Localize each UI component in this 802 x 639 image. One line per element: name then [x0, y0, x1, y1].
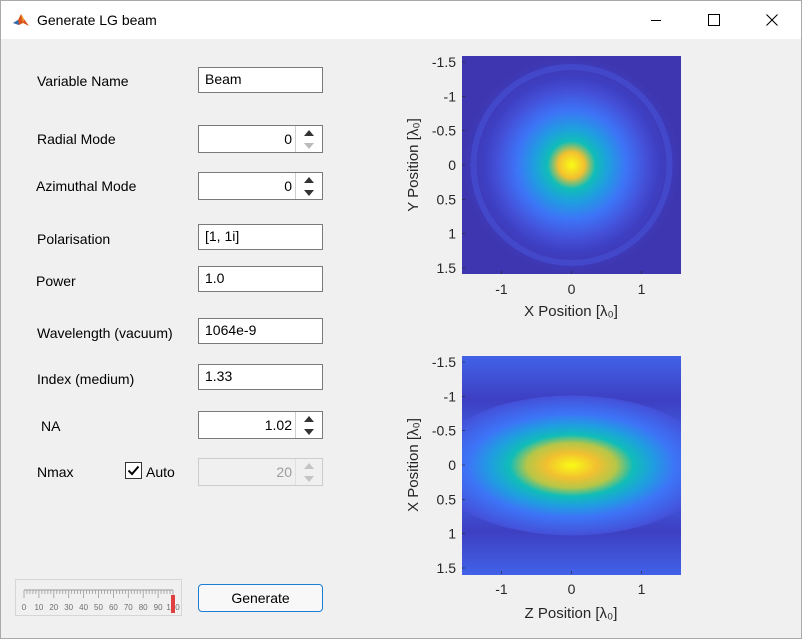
slider-thumb[interactable]: [171, 595, 175, 613]
slider-tick-label: 70: [124, 603, 133, 612]
xy-outer-ring: [470, 64, 673, 266]
radial-mode-decrement-button[interactable]: [296, 139, 322, 152]
xz-x-tick-label: -1: [495, 581, 508, 597]
xz-intensity-plot: -1.5-1-0.500.511.5 -1 0 1 Z Position [λ₀] …: [405, 354, 681, 622]
slider-tick-label: 20: [49, 603, 58, 612]
caret-down-icon: [304, 189, 314, 196]
xy-y-axis-label: Y Position [λ₀]: [405, 118, 422, 212]
na-spinner[interactable]: 1.02: [198, 411, 323, 439]
xz-x-axis-label: Z Position [λ₀]: [525, 605, 618, 622]
slider-tick-label: 10: [34, 603, 43, 612]
title-bar: Generate LG beam: [1, 1, 801, 39]
caret-up-icon: [304, 176, 314, 183]
xy-y-tick-label: -0.5: [432, 123, 456, 139]
na-decrement-button[interactable]: [296, 425, 322, 438]
xy-x-tick-label: 0: [568, 281, 576, 297]
wavelength-input[interactable]: 1064e-9: [198, 318, 323, 344]
xy-x-tick-label: -1: [495, 281, 508, 297]
nmax-auto-label: Auto: [146, 464, 175, 480]
slider-tick-label: 50: [94, 603, 103, 612]
xy-y-tick-label: 0.5: [437, 191, 457, 207]
slider-tick-label: 80: [139, 603, 148, 612]
minimize-button[interactable]: [627, 1, 685, 39]
nmax-arrows: [295, 459, 322, 485]
caret-up-icon: [304, 462, 314, 469]
na-increment-button[interactable]: [296, 412, 322, 425]
nmax-spinner[interactable]: 20: [198, 458, 323, 486]
close-button[interactable]: [743, 1, 801, 39]
slider-tick-label: 30: [64, 603, 73, 612]
azimuthal-mode-value: 0: [284, 178, 292, 194]
xy-y-tick-label: 0: [448, 157, 456, 173]
caret-down-icon: [304, 475, 314, 482]
slider-tick-label: 0: [22, 603, 27, 612]
azimuthal-mode-spinner[interactable]: 0: [198, 172, 323, 200]
xz-y-tick-label: 0.5: [437, 491, 457, 507]
radial-mode-spinner[interactable]: 0: [198, 125, 323, 153]
nmax-label: Nmax: [37, 464, 74, 480]
index-input[interactable]: 1.33: [198, 364, 323, 390]
azimuthal-mode-decrement-button[interactable]: [296, 186, 322, 199]
close-icon: [766, 14, 778, 26]
wavelength-label: Wavelength (vacuum): [37, 325, 173, 341]
generate-button[interactable]: Generate: [198, 584, 323, 612]
xy-y-tick-label: 1: [448, 226, 456, 242]
xz-y-axis-label: X Position [λ₀]: [405, 418, 422, 512]
xz-x-tick-label: 1: [638, 581, 646, 597]
azimuthal-mode-increment-button[interactable]: [296, 173, 322, 186]
xz-y-tick-label: 1.5: [437, 560, 457, 576]
xz-y-tick-label: -1.5: [432, 354, 456, 370]
xy-y-tick-label: -1: [444, 88, 457, 104]
nmax-auto-checkbox[interactable]: [125, 462, 142, 479]
polarisation-label: Polarisation: [37, 231, 111, 247]
plots-area: -1.5-1-0.500.511.5 -1 0 1 X Position [λ₀] …: [405, 54, 681, 622]
caret-up-icon: [304, 129, 314, 136]
radial-mode-value: 0: [284, 131, 292, 147]
xy-y-tick-label: -1.5: [432, 54, 456, 70]
xz-y-tick-label: -0.5: [432, 423, 456, 439]
caret-down-icon: [304, 428, 314, 435]
xy-x-axis-label: X Position [λ₀]: [524, 303, 618, 320]
slider-tick-label: 90: [154, 603, 163, 612]
na-label: NA: [41, 418, 61, 434]
polarisation-input[interactable]: [1, 1i]: [198, 224, 323, 250]
xy-beam-profile: [462, 56, 681, 274]
index-label: Index (medium): [37, 371, 135, 387]
xz-x-tick-label: 0: [568, 581, 576, 597]
slider[interactable]: 0102030405060708090100: [15, 579, 182, 616]
xz-beam-profile: [462, 395, 681, 536]
radial-mode-label: Radial Mode: [37, 131, 116, 147]
window-title: Generate LG beam: [37, 12, 157, 28]
slider-tick-label: 40: [79, 603, 88, 612]
xy-intensity-plot: -1.5-1-0.500.511.5 -1 0 1 X Position [λ₀] …: [405, 54, 681, 320]
xz-y-tick-label: -1: [444, 388, 457, 404]
azimuthal-mode-label: Azimuthal Mode: [36, 178, 137, 194]
na-value: 1.02: [264, 417, 292, 433]
caret-down-icon: [304, 142, 314, 149]
checkmark-icon: [127, 465, 140, 476]
xy-x-tick-label: 1: [638, 281, 646, 297]
variable-name-label: Variable Name: [37, 73, 129, 89]
power-input[interactable]: 1.0: [198, 266, 323, 292]
xy-y-tick-label: 1.5: [437, 260, 457, 276]
xz-y-tick-label: 1: [448, 526, 456, 542]
nmax-decrement-button[interactable]: [296, 472, 322, 485]
slider-tick-label: 60: [109, 603, 118, 612]
variable-name-input[interactable]: Beam: [198, 67, 323, 93]
minimize-icon: [651, 20, 661, 21]
caret-up-icon: [304, 415, 314, 422]
nmax-increment-button[interactable]: [296, 459, 322, 472]
nmax-value: 20: [276, 464, 292, 480]
power-label: Power: [36, 273, 76, 289]
na-arrows: [295, 412, 322, 438]
maximize-button[interactable]: [685, 1, 743, 39]
slider-scale: 0102030405060708090100: [22, 589, 180, 613]
xz-y-tick-label: 0: [448, 457, 456, 473]
radial-mode-arrows: [295, 126, 322, 152]
azimuthal-mode-arrows: [295, 173, 322, 199]
radial-mode-increment-button[interactable]: [296, 126, 322, 139]
matlab-icon: [12, 11, 30, 29]
maximize-icon: [708, 14, 720, 26]
